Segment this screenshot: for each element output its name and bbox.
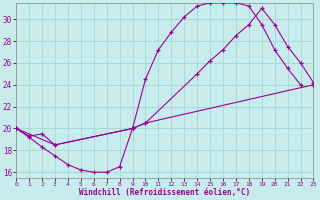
X-axis label: Windchill (Refroidissement éolien,°C): Windchill (Refroidissement éolien,°C) (79, 188, 250, 197)
